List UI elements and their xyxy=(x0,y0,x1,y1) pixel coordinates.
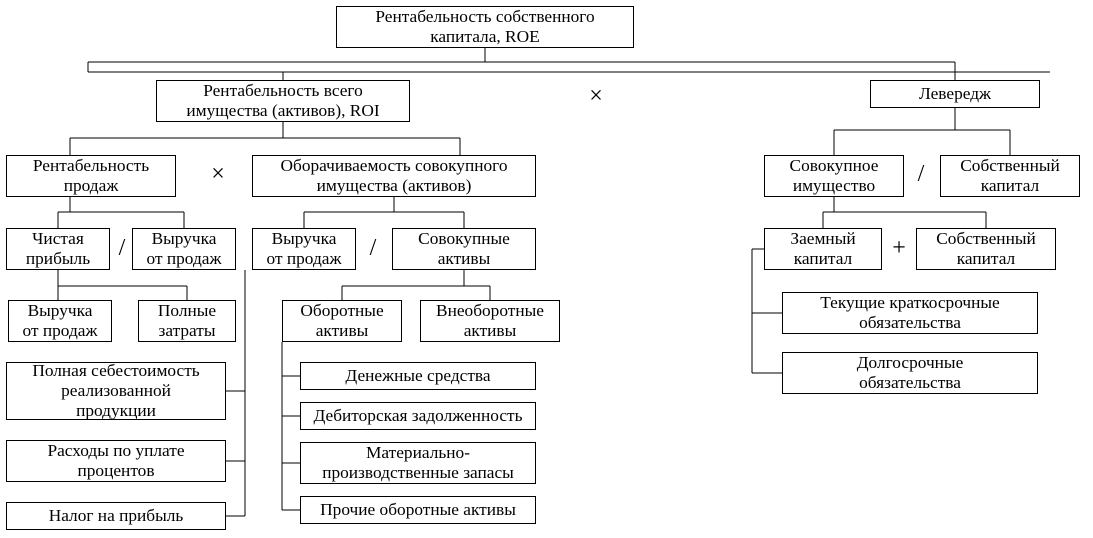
node-interest: Расходы по уплатепроцентов xyxy=(6,440,226,482)
operator-mul2: × xyxy=(206,160,230,188)
node-other_ca: Прочие оборотные активы xyxy=(300,496,536,524)
operator-div1: / xyxy=(113,234,131,262)
operator-div2: / xyxy=(364,234,382,262)
operator-div3: / xyxy=(912,160,930,188)
node-leverage: Левередж xyxy=(870,80,1040,108)
node-ros: Рентабельностьпродаж xyxy=(6,155,176,197)
node-inventory: Материально-производственные запасы xyxy=(300,442,536,484)
node-roe: Рентабельность собственногокапитала, ROE xyxy=(336,6,634,48)
node-receivables: Дебиторская задолженность xyxy=(300,402,536,430)
node-rev2: Выручкаот продаж xyxy=(252,228,356,270)
node-tot_prop: Совокупноеимущество xyxy=(764,155,904,197)
node-st_liab: Текущие краткосрочныеобязательства xyxy=(782,292,1038,334)
node-net_profit: Чистаяприбыль xyxy=(6,228,110,270)
node-equity2: Собственныйкапитал xyxy=(916,228,1056,270)
node-noncur_assets: Внеоборотныеактивы xyxy=(420,300,560,342)
node-rev3: Выручкаот продаж xyxy=(8,300,112,342)
node-tax: Налог на прибыль xyxy=(6,502,226,530)
node-equity1: Собственныйкапитал xyxy=(940,155,1080,197)
node-cash: Денежные средства xyxy=(300,362,536,390)
dupont-tree-diagram: Рентабельность собственногокапитала, ROE… xyxy=(0,0,1093,538)
node-full_cost: Полныезатраты xyxy=(138,300,236,342)
operator-mul1: × xyxy=(582,82,610,110)
node-cogs: Полная себестоимостьреализованнойпродукц… xyxy=(6,362,226,420)
node-cur_assets: Оборотныеактивы xyxy=(282,300,402,342)
node-rev1: Выручкаот продаж xyxy=(132,228,236,270)
node-lt_liab: Долгосрочныеобязательства xyxy=(782,352,1038,394)
node-tot_assets: Совокупныеактивы xyxy=(392,228,536,270)
node-debt: Заемныйкапитал xyxy=(764,228,882,270)
node-roi: Рентабельность всегоимущества (активов),… xyxy=(156,80,410,122)
node-turnover: Оборачиваемость совокупногоимущества (ак… xyxy=(252,155,536,197)
operator-plus: + xyxy=(888,234,910,262)
